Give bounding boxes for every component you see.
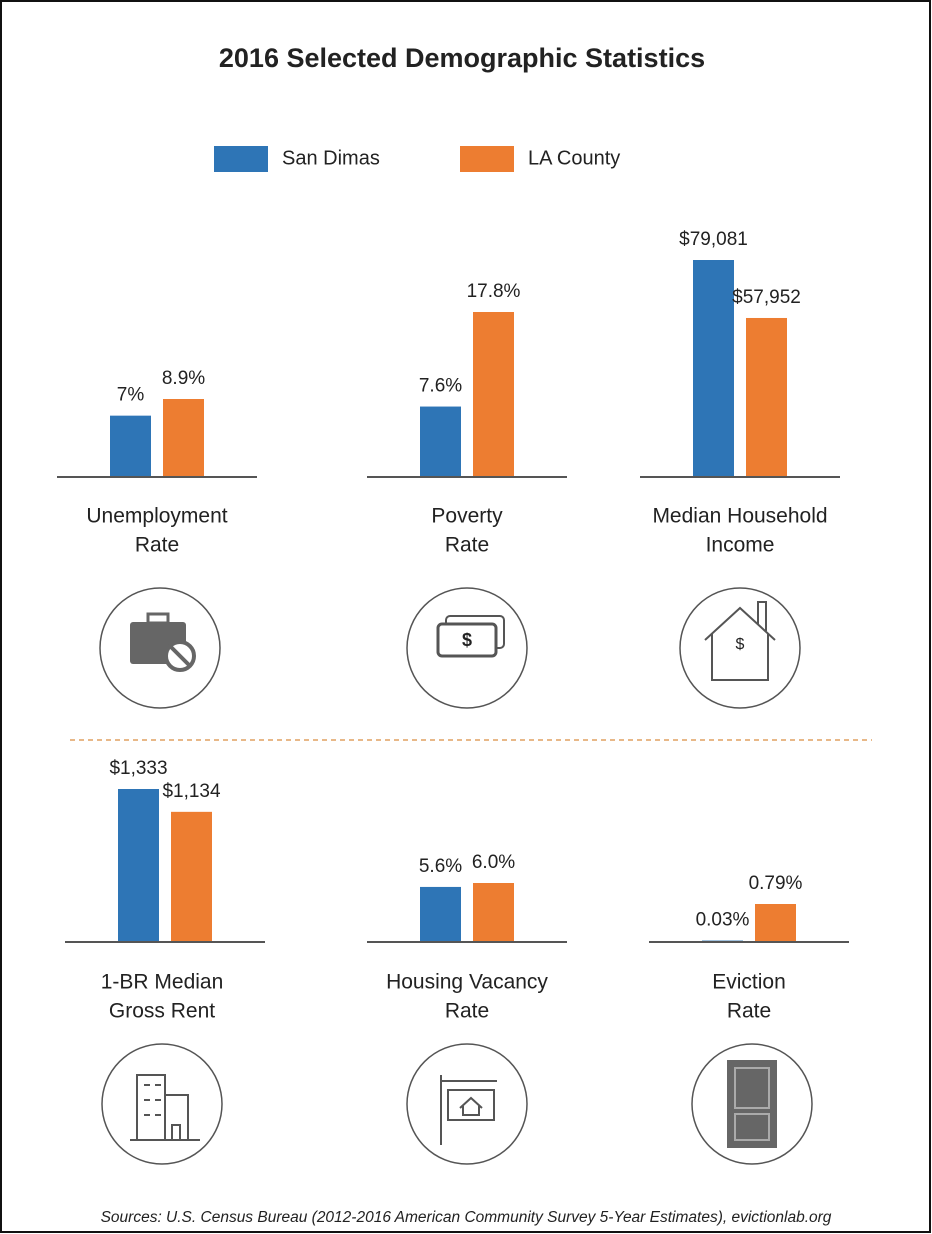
bar <box>420 886 461 942</box>
dollar-glyph: $ <box>736 636 745 653</box>
bar <box>473 883 514 942</box>
bar <box>746 317 787 477</box>
category-label: Housing Vacancy <box>386 971 548 994</box>
data-label: 7.6% <box>419 376 462 397</box>
bar <box>110 415 151 477</box>
icon-circle <box>679 587 801 709</box>
icon-circle <box>406 1043 528 1165</box>
legend-swatch <box>214 146 268 172</box>
category-label: Gross Rent <box>109 1000 215 1023</box>
data-label: 5.6% <box>419 856 462 877</box>
dollar-glyph: $ <box>462 630 472 650</box>
legend-swatch <box>460 146 514 172</box>
category-label: Median Household <box>652 505 827 528</box>
house-icon <box>704 601 776 681</box>
category-label: 1-BR Median <box>101 971 224 994</box>
bar <box>755 904 796 942</box>
bar <box>693 260 734 477</box>
category-label: Rate <box>727 1000 771 1023</box>
data-label: $79,081 <box>679 229 748 250</box>
icons: $ $ <box>99 587 813 1165</box>
data-label: $57,952 <box>732 287 801 308</box>
bar <box>118 789 159 942</box>
briefcase-handle <box>146 612 170 625</box>
sign-icon <box>440 1075 497 1145</box>
building-icon <box>130 1074 200 1141</box>
source-note: Sources: U.S. Census Bureau (2012-2016 A… <box>101 1209 832 1226</box>
data-label: 8.9% <box>162 368 205 389</box>
icon-circle <box>691 1043 813 1165</box>
category-label: Rate <box>135 534 179 557</box>
data-label: 6.0% <box>472 852 515 873</box>
category-label: Unemployment <box>86 505 227 528</box>
title: 2016 Selected Demographic Statistics <box>219 43 705 73</box>
data-label: 17.8% <box>467 281 521 302</box>
legend-label: LA County <box>528 147 620 169</box>
category-label: Eviction <box>712 971 786 994</box>
category-label: Income <box>706 534 775 557</box>
category-label: Poverty <box>431 505 503 528</box>
icon-circle <box>99 587 221 709</box>
no-icon-slash <box>169 645 191 667</box>
category-label: Rate <box>445 534 489 557</box>
bar <box>473 312 514 477</box>
money-front <box>436 622 498 658</box>
icon-circle <box>101 1043 223 1165</box>
category-label: Rate <box>445 1000 489 1023</box>
data-label: $1,333 <box>109 758 167 779</box>
icon-circle <box>406 587 528 709</box>
legend-label: San Dimas <box>282 147 380 169</box>
data-label: 0.79% <box>749 873 803 894</box>
data-label: 0.03% <box>696 910 750 931</box>
data-label: $1,134 <box>162 781 221 802</box>
door-panel <box>734 1113 770 1141</box>
door-panel <box>734 1067 770 1109</box>
data-label: 7% <box>117 385 145 406</box>
bar <box>163 399 204 477</box>
bar <box>420 406 461 477</box>
bar <box>171 811 212 942</box>
